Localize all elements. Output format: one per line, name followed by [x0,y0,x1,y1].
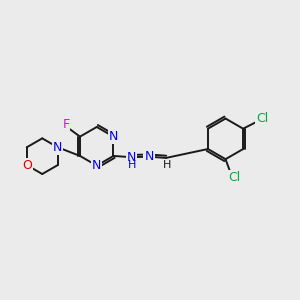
Text: N: N [92,159,101,172]
Text: Cl: Cl [256,112,268,125]
Text: F: F [62,118,70,131]
Text: H: H [163,160,171,170]
Text: H: H [128,160,136,170]
Text: N: N [109,130,118,143]
Text: N: N [53,141,62,154]
Text: N: N [145,150,154,163]
Text: N: N [127,151,136,164]
Text: Cl: Cl [228,171,240,184]
Text: O: O [22,159,32,172]
